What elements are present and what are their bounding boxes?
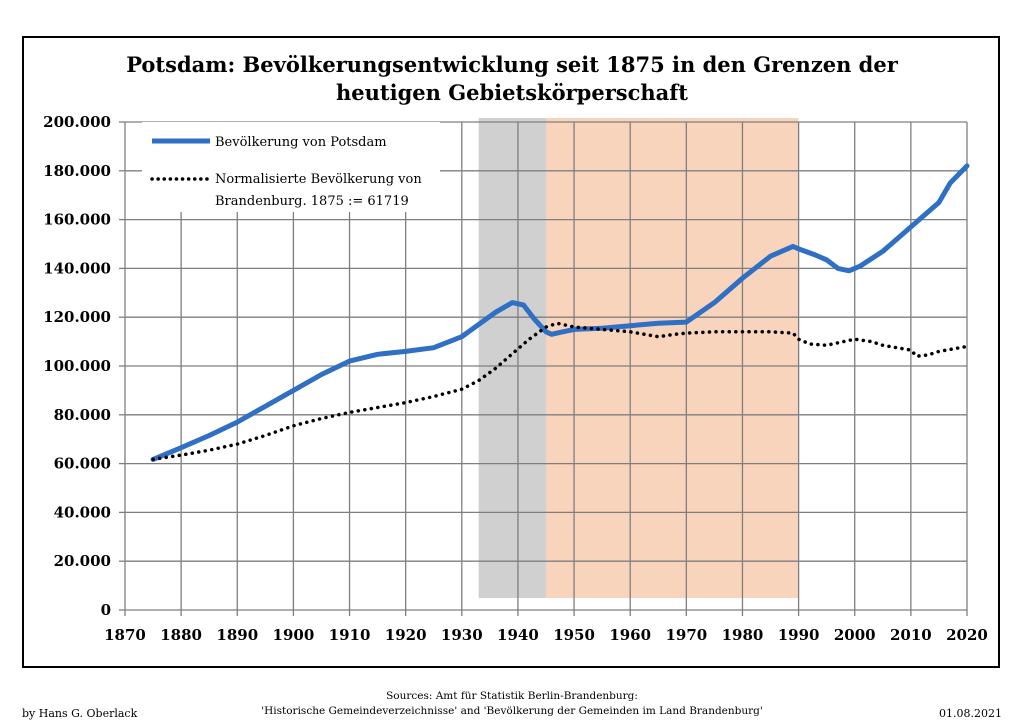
legend-label-brandenburg-line1: Normalisierte Bevölkerung von: [215, 172, 422, 187]
population-chart: Potsdam: Bevölkerungsentwicklung seit 18…: [43, 52, 988, 644]
y-tick-label: 40.000: [54, 503, 111, 521]
x-tick-label: 1900: [273, 626, 315, 644]
y-tick-label: 100.000: [43, 357, 111, 375]
y-tick-label: 60.000: [54, 455, 111, 473]
x-tick-label: 1870: [104, 626, 146, 644]
y-tick-label: 200.000: [43, 113, 111, 131]
x-tick-label: 1960: [609, 626, 651, 644]
legend-label-potsdam: Bevölkerung von Potsdam: [215, 135, 387, 150]
footer-sources-line2: 'Historische Gemeindeverzeichnisse' and …: [261, 705, 763, 717]
x-tick-label: 2010: [890, 626, 932, 644]
footer-sources: Sources: Amt für Statistik Berlin-Brande…: [0, 689, 1024, 719]
y-tick-label: 20.000: [54, 552, 111, 570]
y-tick-label: 0: [101, 601, 111, 619]
x-tick-label: 2020: [946, 626, 988, 644]
legend-background: [142, 122, 440, 212]
y-tick-label: 120.000: [43, 308, 111, 326]
shaded-period-1: [546, 118, 799, 598]
series-line-potsdam: [150, 163, 970, 462]
x-tick-label: 1950: [553, 626, 595, 644]
y-tick-label: 180.000: [43, 162, 111, 180]
x-tick-label: 2000: [834, 626, 876, 644]
x-tick-label: 1940: [497, 626, 539, 644]
shaded-period-0: [478, 118, 546, 598]
x-tick-label: 1890: [216, 626, 258, 644]
x-tick-label: 1970: [665, 626, 707, 644]
series-lines: [150, 163, 970, 462]
chart-title-line2: heutigen Gebietskörperschaft: [336, 80, 688, 105]
x-tick-label: 1980: [722, 626, 764, 644]
x-tick-label: 1920: [385, 626, 427, 644]
axis-ticks: 1870 1880 1890 1900 1910 1920 1930 1940 1950 1960…: [43, 113, 988, 644]
footer-sources-line1: Sources: Amt für Statistik Berlin-Brande…: [386, 690, 638, 702]
y-tick-label: 140.000: [43, 259, 111, 277]
series-line-brandenburg: [151, 321, 969, 462]
x-tick-label: 1910: [329, 626, 371, 644]
x-tick-label: 1990: [778, 626, 820, 644]
chart-title-line1: Potsdam: Bevölkerungsentwicklung seit 18…: [126, 52, 899, 77]
y-tick-label: 80.000: [54, 406, 111, 424]
legend-label-brandenburg-line2: Brandenburg. 1875 := 61719: [215, 194, 409, 209]
y-tick-label: 160.000: [43, 211, 111, 229]
legend: Bevölkerung von Potsdam Normalisierte Be…: [142, 122, 440, 212]
footer-date: 01.08.2021: [939, 707, 1002, 720]
footer-author: by Hans G. Oberlack: [22, 707, 138, 720]
chart-frame: Potsdam: Bevölkerungsentwicklung seit 18…: [22, 36, 1000, 668]
x-tick-label: 1880: [160, 626, 202, 644]
x-tick-label: 1930: [441, 626, 483, 644]
shaded-periods: [478, 118, 799, 598]
